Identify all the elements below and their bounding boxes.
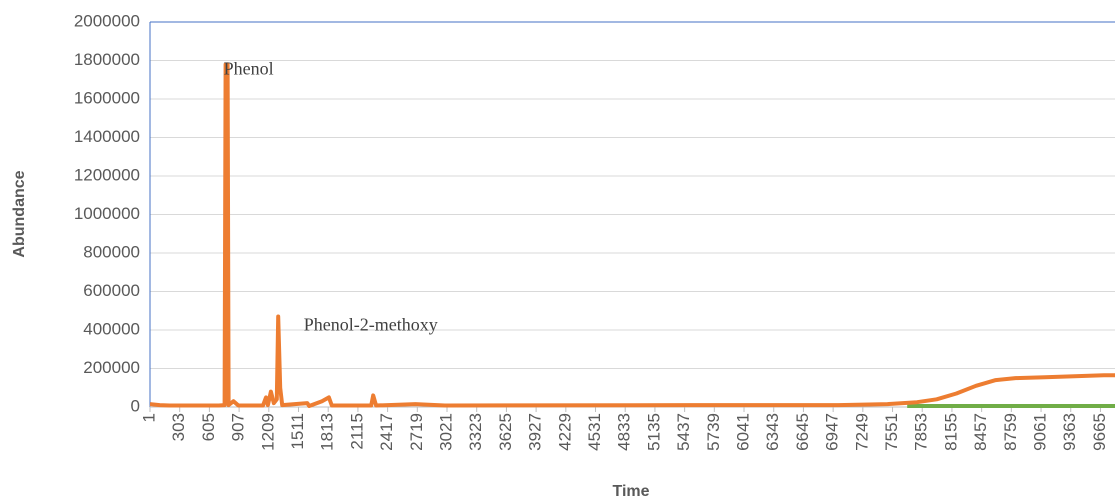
x-tick-label: 2417 [377,413,396,451]
x-tick-label: 3021 [436,413,455,451]
x-tick-label: 4229 [555,413,574,451]
x-tick-label: 5437 [674,413,693,451]
x-tick-label: 303 [169,413,188,441]
x-tick-label: 605 [199,413,218,441]
x-tick-label: 6947 [823,413,842,451]
x-tick-label: 4531 [585,413,604,451]
x-tick-label: 5135 [644,413,663,451]
x-tick-label: 1813 [318,413,337,451]
x-tick-label: 4833 [615,413,634,451]
y-axis-label: Abundance [11,170,28,257]
x-tick-label: 8759 [1001,413,1020,451]
y-tick-label: 1200000 [74,165,140,184]
y-tick-label: 200000 [83,358,140,377]
data-line [149,62,1115,408]
x-tick-label: 3625 [496,413,515,451]
y-tick-label: 1600000 [74,88,140,107]
y-tick-label: 400000 [83,319,140,338]
x-axis-label: Time [612,483,649,500]
x-tick-label: 2719 [407,413,426,451]
y-tick-label: 1400000 [74,127,140,146]
x-tick-label: 7551 [882,413,901,451]
y-tick-label: 0 [131,396,140,415]
x-tick-label: 7853 [912,413,931,451]
x-tick-label: 1511 [288,413,307,450]
x-tick-label: 2115 [347,413,366,450]
y-tick-label: 1800000 [74,50,140,69]
y-tick-label: 2000000 [74,11,140,30]
x-tick-label: 8155 [941,413,960,451]
y-tick-label: 800000 [83,242,140,261]
x-tick-label: 9665 [1090,413,1109,451]
x-tick-label: 6645 [793,413,812,451]
x-tick-label: 8457 [971,413,990,451]
y-tick-label: 1000000 [74,204,140,223]
x-tick-label: 907 [229,413,248,441]
x-tick-label: 1209 [258,413,277,451]
annotation: Phenol-2-methoxy [304,315,438,335]
x-tick-label: 5739 [704,413,723,451]
x-tick-label: 6343 [763,413,782,451]
x-tick-label: 3323 [466,413,485,451]
x-tick-label: 6041 [734,413,753,451]
y-tick-label: 600000 [83,281,140,300]
x-tick-label: 9061 [1031,413,1050,451]
x-tick-label: 9363 [1060,413,1079,451]
x-tick-label: 7249 [852,413,871,451]
annotation: Phenol [224,58,274,78]
x-tick-label: 1 [139,413,158,422]
x-tick-label: 3927 [526,413,545,451]
